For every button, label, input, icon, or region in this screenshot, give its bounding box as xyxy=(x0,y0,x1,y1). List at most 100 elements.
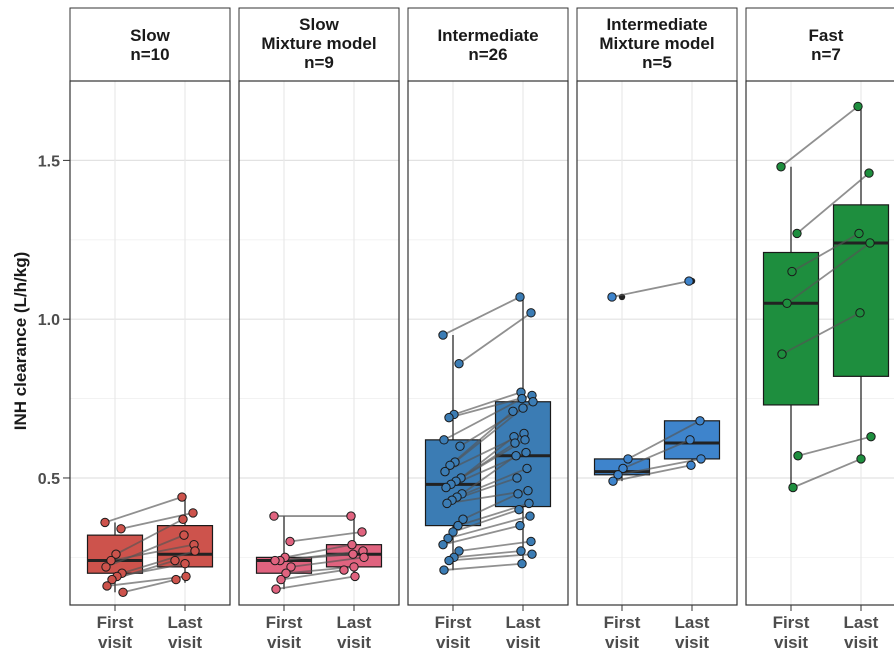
x-tick-label: visit xyxy=(506,633,540,652)
data-point xyxy=(853,101,863,112)
data-point xyxy=(438,539,448,550)
data-point xyxy=(177,492,187,502)
pair-line xyxy=(289,531,363,543)
data-point xyxy=(357,527,367,537)
facet-strip-label: Intermediate xyxy=(437,26,538,45)
data-point xyxy=(777,349,787,359)
data-point xyxy=(348,549,358,559)
data-point xyxy=(455,441,465,451)
pair-line xyxy=(280,569,345,581)
pair-line xyxy=(443,397,523,441)
pair-line xyxy=(458,540,532,552)
data-point xyxy=(454,358,464,369)
data-point xyxy=(527,549,537,559)
data-point xyxy=(685,435,695,445)
pair-line xyxy=(275,575,356,591)
pair-line xyxy=(797,435,872,457)
pair-line xyxy=(456,467,528,498)
data-point xyxy=(525,511,535,521)
data-point xyxy=(276,574,286,585)
pair-line xyxy=(452,508,520,533)
data-point xyxy=(453,520,463,531)
data-point xyxy=(181,571,191,582)
pair-line xyxy=(458,312,532,365)
data-point xyxy=(518,403,528,413)
pair-line xyxy=(796,172,870,235)
data-point xyxy=(856,454,866,464)
pair-line xyxy=(121,550,196,575)
box xyxy=(762,251,820,406)
data-point xyxy=(269,511,279,521)
data-point xyxy=(271,584,281,594)
data-point xyxy=(618,463,628,474)
pair-line xyxy=(115,518,184,555)
data-point xyxy=(180,559,190,569)
data-point xyxy=(686,460,696,470)
data-point xyxy=(443,533,453,544)
facet-strip-label: Slow xyxy=(299,15,339,34)
data-point xyxy=(349,562,359,572)
y-tick-label: 0.5 xyxy=(38,471,60,488)
x-tick-label: First xyxy=(604,613,641,632)
data-point xyxy=(855,308,865,318)
x-tick-label: visit xyxy=(675,633,709,652)
panel-border xyxy=(238,80,400,606)
panel-border xyxy=(69,80,231,606)
panel-border xyxy=(745,80,894,606)
pair-line xyxy=(786,242,871,305)
data-point xyxy=(514,505,524,515)
pair-line xyxy=(617,458,702,476)
pair-line xyxy=(622,439,691,470)
pair-line xyxy=(454,407,524,463)
data-point xyxy=(346,511,356,521)
data-point xyxy=(776,162,786,172)
facet-strip xyxy=(238,7,400,82)
x-tick-label: First xyxy=(266,613,303,632)
x-tick-label: First xyxy=(97,613,134,632)
pair-line xyxy=(448,553,533,562)
data-point xyxy=(171,574,181,585)
pair-line xyxy=(612,464,692,483)
data-point xyxy=(607,292,617,302)
data-point xyxy=(613,470,623,480)
data-point xyxy=(787,266,797,277)
pair-line xyxy=(442,524,521,546)
data-point xyxy=(695,416,705,426)
data-point xyxy=(458,514,468,524)
data-point xyxy=(170,555,180,566)
data-point xyxy=(350,571,360,582)
facet-strip-label: Mixture model xyxy=(261,34,376,53)
data-point xyxy=(526,536,536,547)
pair-line xyxy=(627,420,701,460)
data-point xyxy=(511,451,521,461)
data-point xyxy=(623,454,633,464)
data-point xyxy=(439,565,449,575)
data-point xyxy=(512,473,522,483)
pair-line xyxy=(449,410,514,466)
x-tick-label: visit xyxy=(98,633,132,652)
data-point xyxy=(100,517,110,528)
data-point xyxy=(438,330,448,340)
x-tick-label: Last xyxy=(337,613,372,632)
data-point xyxy=(102,581,112,591)
y-axis-label: INH clearance (L/h/kg) xyxy=(11,252,30,431)
facet-strip-label: Intermediate xyxy=(606,15,707,34)
data-point xyxy=(522,463,532,474)
pair-line xyxy=(447,515,531,540)
panel-border xyxy=(576,80,738,606)
facet-strip-label: n=10 xyxy=(130,45,169,64)
data-point xyxy=(442,498,452,509)
facet-strip-label: n=9 xyxy=(304,53,334,72)
data-point xyxy=(106,555,116,566)
facet-strip-label: n=7 xyxy=(811,45,841,64)
data-point xyxy=(116,524,126,534)
data-point xyxy=(696,454,706,464)
facet-strip xyxy=(576,7,738,82)
pair-line xyxy=(104,496,183,524)
panel-border xyxy=(407,80,569,606)
pair-line xyxy=(792,458,862,489)
